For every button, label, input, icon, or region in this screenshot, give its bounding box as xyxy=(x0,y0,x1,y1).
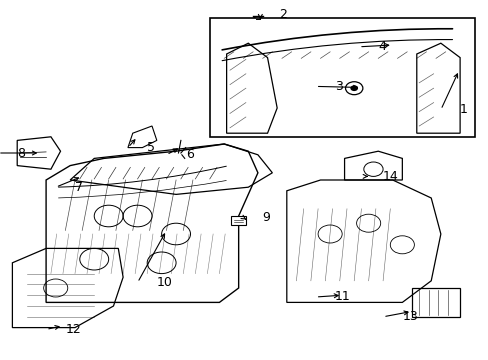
Text: 8: 8 xyxy=(17,147,25,159)
Text: 14: 14 xyxy=(382,170,398,183)
FancyArrowPatch shape xyxy=(222,29,451,50)
Text: 10: 10 xyxy=(157,276,172,289)
Text: 1: 1 xyxy=(459,103,467,116)
Text: 3: 3 xyxy=(334,80,342,93)
Text: 2: 2 xyxy=(279,8,287,21)
FancyArrowPatch shape xyxy=(59,180,226,198)
Text: 4: 4 xyxy=(378,40,386,53)
Circle shape xyxy=(349,85,357,91)
Bar xyxy=(231,216,245,225)
Text: 6: 6 xyxy=(185,148,193,161)
Text: 12: 12 xyxy=(65,323,81,336)
Text: 11: 11 xyxy=(334,291,350,303)
Text: 5: 5 xyxy=(147,141,155,154)
Text: 7: 7 xyxy=(75,181,83,194)
FancyArrowPatch shape xyxy=(222,40,451,61)
Text: 13: 13 xyxy=(402,310,417,323)
FancyArrowPatch shape xyxy=(59,166,226,187)
Bar xyxy=(209,18,473,137)
Text: 9: 9 xyxy=(262,211,270,224)
